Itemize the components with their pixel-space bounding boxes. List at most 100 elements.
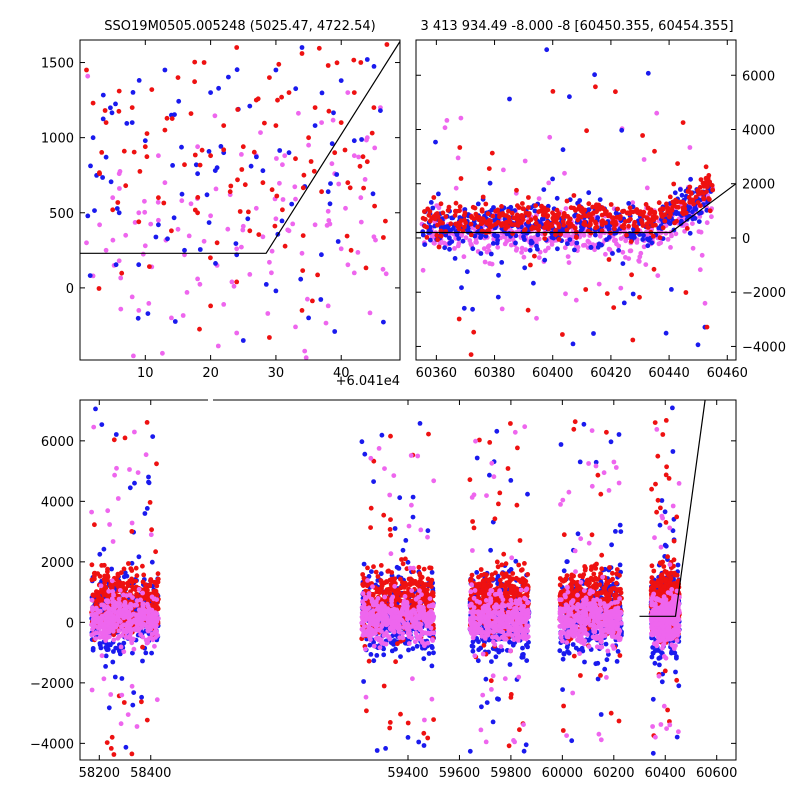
panel-top-left-point (214, 240, 220, 246)
panel-bottom-point (496, 501, 501, 507)
panel-top-right-point (672, 220, 677, 226)
panel-bottom-point (408, 453, 414, 458)
panel-top-left-point (116, 258, 122, 264)
panel-top-left-point (136, 78, 142, 83)
panel-top-right-point (481, 246, 487, 252)
panel-top-right-point (509, 210, 515, 216)
panel-top-right-point (613, 89, 618, 95)
panel-top-left-point (285, 227, 291, 233)
panel-top-right-point (487, 261, 493, 266)
panel-top-right-point (470, 246, 476, 252)
panel-top-right-point (494, 240, 500, 246)
panel-top-right-point (679, 192, 685, 198)
panel-bottom-point (417, 600, 423, 605)
panel-bottom-point (133, 602, 139, 608)
panel-bottom-point (150, 613, 156, 619)
panel-top-left-point (140, 251, 146, 257)
panel-bottom-point (143, 650, 149, 656)
panel-top-right-point (554, 195, 560, 201)
panel-top-right-point (435, 237, 440, 243)
panel-bottom-point (131, 690, 137, 695)
panel-top-right-point (546, 180, 552, 186)
panel-top-left-point (193, 162, 199, 168)
panel-top-right-point (572, 213, 577, 219)
panel-bottom-point (419, 604, 424, 610)
panel-top-left-point (331, 110, 336, 116)
panel-top-right-point (430, 205, 436, 211)
panel-top-left-point (325, 303, 331, 309)
panel-bottom-point (497, 577, 503, 583)
panel-top-left-point (329, 141, 335, 147)
panel-top-right-point (573, 234, 579, 240)
panel-top-right-point (687, 145, 693, 150)
panel-bottom-point (409, 588, 415, 593)
panel-top-right-xtick-label: 60460 (707, 366, 748, 381)
panel-top-right-point (533, 216, 539, 222)
panel-bottom-point (386, 634, 392, 640)
panel-top-left-point (358, 60, 364, 65)
panel-top-right-point (613, 237, 618, 243)
panel-top-left-point (345, 180, 351, 186)
panel-bottom-point (471, 525, 477, 531)
panel-top-left-point (325, 189, 331, 195)
panel-top-left-point (118, 275, 124, 281)
panel-bottom-point (381, 683, 387, 689)
panel-top-right-point (433, 139, 438, 145)
panel-top-right-point (678, 187, 683, 192)
panel-top-right-point (443, 232, 449, 238)
panel-top-right-point (603, 209, 608, 215)
panel-top-left-point (265, 311, 271, 316)
panel-top-left-point (197, 247, 203, 252)
panel-bottom-point (476, 647, 482, 653)
panel-bottom-point (366, 574, 372, 579)
panel-bottom-point (364, 708, 369, 714)
panel-bottom-point (470, 639, 476, 645)
panel-top-left-point (90, 135, 96, 141)
panel-bottom-point (120, 581, 126, 586)
panel-top-left-point (195, 276, 201, 282)
panel-top-left-point (253, 205, 259, 211)
panel-bottom-point (519, 567, 525, 573)
panel-top-right-point (687, 199, 693, 205)
panel-top-left-point (373, 237, 378, 243)
panel-bottom-point (110, 659, 116, 665)
panel-bottom-point (425, 534, 430, 540)
panel-top-left-point (273, 123, 279, 128)
panel-top-right-point (486, 243, 492, 249)
panel-top-right-point (495, 233, 500, 239)
panel-top-right-point (528, 217, 534, 223)
panel-top-right-title: 3 413 934.49 -8.000 -8 [60450.355, 60454… (420, 19, 733, 34)
panel-top-right-point (443, 214, 449, 220)
panel-top-right-point (674, 204, 680, 210)
panel-bottom-point (129, 529, 135, 534)
panel-bottom-point (148, 635, 154, 641)
panel-top-right-point (454, 232, 460, 238)
panel-bottom-point (396, 566, 402, 571)
panel-top-right-point (432, 216, 438, 222)
panel-top-right-point (525, 307, 531, 313)
panel-top-right-point (607, 212, 613, 218)
panel-top-right-point (628, 216, 633, 222)
panel-top-left-xtick-label: 20 (202, 366, 219, 381)
panel-bottom-point (359, 439, 365, 445)
panel-bottom-point (130, 595, 135, 600)
panel-bottom-point (111, 437, 117, 443)
panel-bottom-point (376, 446, 382, 451)
panel-bottom-point (392, 583, 398, 589)
panel-bottom-point (517, 538, 523, 543)
panel-top-left-point (234, 45, 240, 50)
panel-top-left-point (142, 209, 148, 215)
panel-top-right-point (526, 195, 531, 200)
panel-top-right-point (456, 316, 462, 322)
panel-top-right-point (628, 248, 634, 254)
panel-top-right-point (595, 215, 601, 221)
panel-bottom-point (97, 620, 102, 625)
panel-bottom-point (97, 551, 103, 557)
panel-top-right-point (593, 84, 598, 90)
panel-top-left-point (329, 161, 335, 167)
panel-bottom-point (148, 532, 154, 538)
panel-top-right-point (544, 47, 550, 53)
panel-bottom-point (375, 574, 381, 579)
panel-bottom-point (495, 564, 501, 570)
panel-bottom-point (417, 572, 423, 578)
